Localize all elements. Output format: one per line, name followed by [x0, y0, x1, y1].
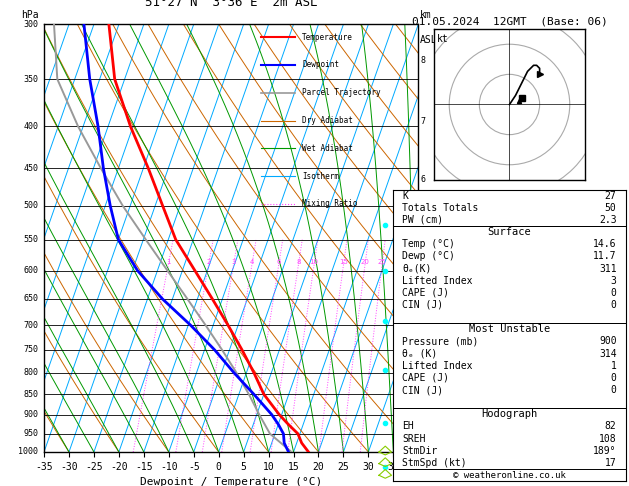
- Text: © weatheronline.co.uk: © weatheronline.co.uk: [453, 470, 566, 480]
- Text: 5: 5: [420, 228, 425, 238]
- Text: Most Unstable: Most Unstable: [469, 324, 550, 334]
- Text: Lifted Index: Lifted Index: [403, 276, 473, 286]
- Text: 7: 7: [420, 117, 425, 125]
- Text: 311: 311: [599, 263, 616, 274]
- Text: 0: 0: [611, 385, 616, 395]
- Text: ASL: ASL: [420, 35, 438, 45]
- Text: CAPE (J): CAPE (J): [403, 288, 450, 298]
- X-axis label: Dewpoint / Temperature (°C): Dewpoint / Temperature (°C): [140, 477, 322, 486]
- Text: 1: 1: [166, 259, 170, 264]
- Text: 0: 0: [611, 300, 616, 310]
- Text: 400: 400: [23, 122, 38, 131]
- Text: 700: 700: [23, 321, 38, 330]
- Text: 850: 850: [23, 390, 38, 399]
- Text: 2: 2: [420, 366, 425, 375]
- Text: K: K: [403, 191, 408, 201]
- Text: 0: 0: [611, 373, 616, 383]
- Text: 314: 314: [599, 348, 616, 359]
- Text: 800: 800: [23, 368, 38, 377]
- Text: Temp (°C): Temp (°C): [403, 239, 455, 249]
- Text: Dry Adiabat: Dry Adiabat: [303, 116, 353, 125]
- Text: Parcel Trajectory: Parcel Trajectory: [303, 88, 381, 97]
- Text: Isotherm: Isotherm: [303, 172, 339, 181]
- Text: 900: 900: [23, 410, 38, 419]
- Text: 50: 50: [605, 203, 616, 213]
- Text: 350: 350: [23, 74, 38, 84]
- Text: hPa: hPa: [21, 10, 38, 20]
- Text: StmSpd (kt): StmSpd (kt): [403, 458, 467, 468]
- Text: 6: 6: [420, 174, 425, 184]
- Text: 2: 2: [206, 259, 211, 264]
- Text: 650: 650: [23, 295, 38, 303]
- Text: Dewpoint: Dewpoint: [303, 60, 339, 69]
- Text: 3: 3: [420, 323, 425, 332]
- Text: SREH: SREH: [403, 434, 426, 444]
- Text: LCL: LCL: [420, 431, 435, 440]
- Text: 2.3: 2.3: [599, 215, 616, 225]
- Text: 1000: 1000: [18, 448, 38, 456]
- Text: CIN (J): CIN (J): [403, 300, 443, 310]
- Text: 20: 20: [360, 259, 369, 264]
- Text: 25: 25: [378, 259, 386, 264]
- Text: PW (cm): PW (cm): [403, 215, 443, 225]
- Text: 750: 750: [23, 345, 38, 354]
- Text: 4: 4: [420, 277, 425, 285]
- Text: θₑ (K): θₑ (K): [403, 348, 438, 359]
- Text: 1: 1: [611, 361, 616, 371]
- Text: 3: 3: [231, 259, 236, 264]
- Text: 51°27'N  3°36'E  2m ASL: 51°27'N 3°36'E 2m ASL: [145, 0, 318, 9]
- Text: CAPE (J): CAPE (J): [403, 373, 450, 383]
- Text: 550: 550: [23, 235, 38, 244]
- Text: StmDir: StmDir: [403, 446, 438, 456]
- Text: 4: 4: [250, 259, 254, 264]
- Text: Lifted Index: Lifted Index: [403, 361, 473, 371]
- Text: 6: 6: [277, 259, 281, 264]
- Text: 450: 450: [23, 164, 38, 173]
- Text: 300: 300: [23, 20, 38, 29]
- Text: 500: 500: [23, 201, 38, 210]
- Text: 11.7: 11.7: [593, 251, 616, 261]
- Text: Temperature: Temperature: [303, 33, 353, 42]
- Text: 10: 10: [309, 259, 319, 264]
- Text: Surface: Surface: [487, 227, 532, 237]
- Text: 14.6: 14.6: [593, 239, 616, 249]
- Text: 82: 82: [605, 421, 616, 432]
- Text: CIN (J): CIN (J): [403, 385, 443, 395]
- Text: 1: 1: [420, 409, 425, 418]
- Text: 3: 3: [611, 276, 616, 286]
- Text: 15: 15: [339, 259, 348, 264]
- Text: Totals Totals: Totals Totals: [403, 203, 479, 213]
- Text: 950: 950: [23, 429, 38, 438]
- Text: θₑ(K): θₑ(K): [403, 263, 432, 274]
- Text: Pressure (mb): Pressure (mb): [403, 336, 479, 347]
- Text: kt: kt: [437, 34, 449, 44]
- Text: Mixing Ratio (g/kg): Mixing Ratio (g/kg): [437, 191, 446, 286]
- Text: 900: 900: [599, 336, 616, 347]
- Text: 600: 600: [23, 266, 38, 275]
- Text: 01.05.2024  12GMT  (Base: 06): 01.05.2024 12GMT (Base: 06): [411, 17, 608, 27]
- Text: 27: 27: [605, 191, 616, 201]
- Text: 17: 17: [605, 458, 616, 468]
- Text: Mixing Ratio: Mixing Ratio: [303, 199, 358, 208]
- Text: km: km: [420, 10, 432, 20]
- Text: Hodograph: Hodograph: [481, 409, 538, 419]
- Text: Dewp (°C): Dewp (°C): [403, 251, 455, 261]
- Text: Wet Adiabat: Wet Adiabat: [303, 144, 353, 153]
- Text: 189°: 189°: [593, 446, 616, 456]
- Text: 8: 8: [420, 56, 425, 65]
- Text: 0: 0: [611, 288, 616, 298]
- Text: 8: 8: [296, 259, 301, 264]
- Text: 108: 108: [599, 434, 616, 444]
- Text: EH: EH: [403, 421, 414, 432]
